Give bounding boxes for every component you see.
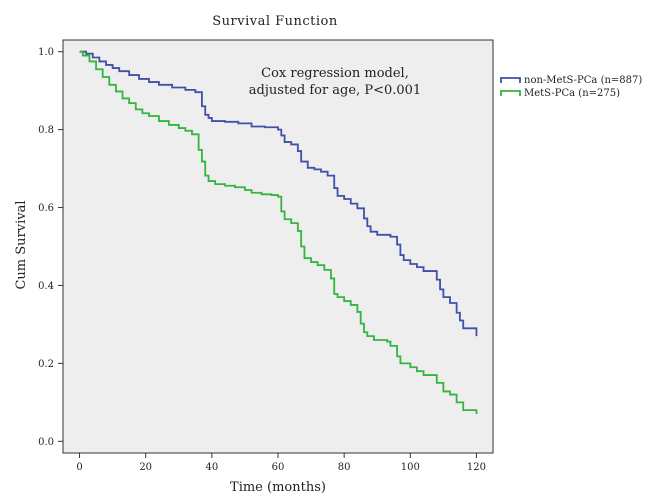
x-tick-label: 80: [338, 462, 351, 473]
x-tick-label: 40: [205, 462, 218, 473]
legend-label: non-MetS-PCa (n=887): [524, 75, 642, 86]
plot-area: [62, 39, 494, 454]
x-tick-label: 0: [76, 462, 82, 473]
x-tick-label: 60: [272, 462, 285, 473]
x-axis: 0 20 40 60 80 100 120: [76, 453, 486, 473]
y-tick-label: 0.2: [38, 359, 54, 370]
x-tick-label: 20: [139, 462, 152, 473]
legend: non-MetS-PCa (n=887) MetS-PCa (n=275): [500, 75, 642, 99]
chart-title: Survival Function: [212, 14, 338, 29]
y-tick-label: 0.6: [38, 203, 54, 214]
survival-curve-non-mets: [79, 50, 478, 337]
legend-swatch: [500, 90, 521, 96]
y-tick-label: 0.8: [38, 125, 54, 136]
y-axis-label: Cum Survival: [14, 200, 29, 289]
series-layer: [79, 50, 478, 415]
y-axis: 0.0 0.2 0.4 0.6 0.8 1.0: [38, 47, 63, 448]
survival-curve-mets: [79, 50, 478, 415]
y-tick-label: 0.0: [38, 437, 54, 448]
x-tick-label: 120: [467, 462, 486, 473]
y-tick-label: 1.0: [38, 47, 54, 58]
x-tick-label: 100: [401, 462, 420, 473]
annotation-line-1: Cox regression model,: [261, 66, 409, 81]
legend-swatch: [500, 77, 521, 83]
legend-label: MetS-PCa (n=275): [524, 88, 620, 99]
annotation-line-2: adjusted for age, P<0.001: [249, 83, 421, 98]
y-tick-label: 0.4: [38, 281, 54, 292]
x-axis-label: Time (months): [230, 480, 326, 495]
